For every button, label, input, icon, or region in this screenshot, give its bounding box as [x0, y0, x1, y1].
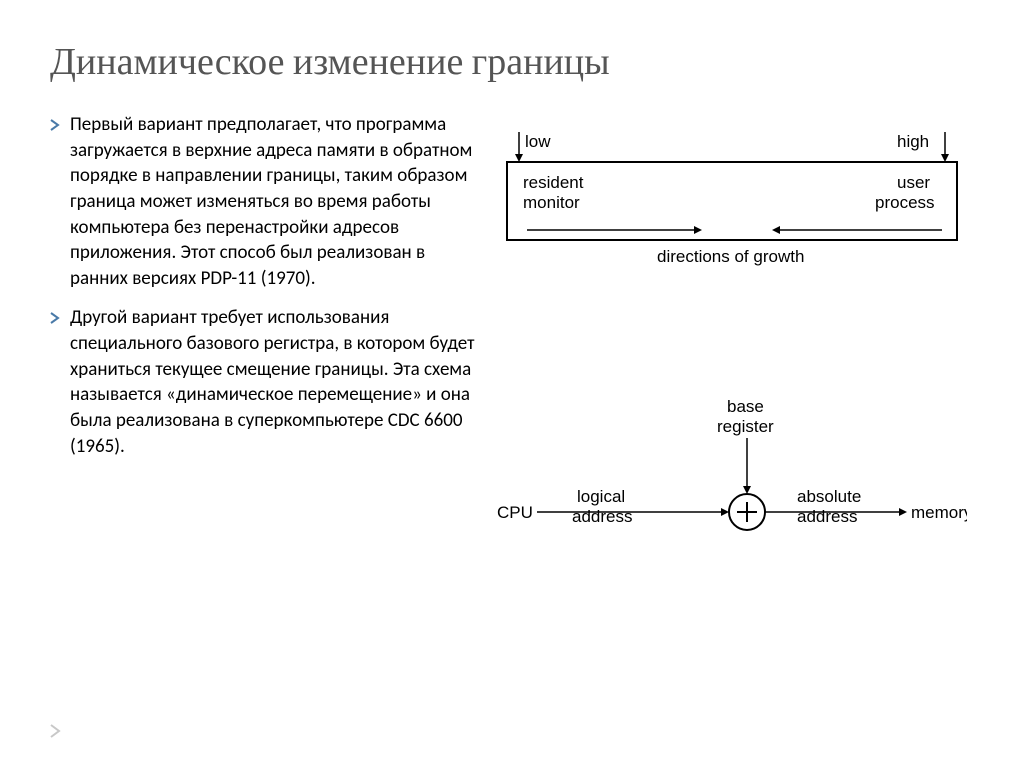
monitor-label: monitor [523, 193, 580, 212]
bullet-item: Другой вариант требует использования спе… [50, 305, 477, 459]
process-label: process [875, 193, 935, 212]
bullet-text: Первый вариант предполагает, что програм… [70, 112, 477, 291]
logical-label: logical [577, 487, 625, 506]
content-row: Первый вариант предполагает, что програм… [50, 112, 974, 572]
memory-growth-diagram: low high resident monitor user process [497, 122, 967, 282]
absolute-address-label: address [797, 507, 857, 526]
slide-title: Динамическое изменение границы [50, 40, 974, 84]
address-diagram-svg: base register CPU logical address [497, 392, 967, 572]
footer-bullet-icon [50, 724, 62, 738]
left-column: Первый вариант предполагает, что програм… [50, 112, 477, 572]
bullet-text: Другой вариант требует использования спе… [70, 305, 477, 459]
bullet-marker-icon [50, 119, 60, 131]
absolute-label: absolute [797, 487, 861, 506]
low-label: low [525, 132, 551, 151]
base-label: base [727, 397, 764, 416]
slide: Динамическое изменение границы Первый ва… [0, 0, 1024, 768]
directions-label: directions of growth [657, 247, 804, 266]
logical-address-label: address [572, 507, 632, 526]
user-label: user [897, 173, 930, 192]
memory-label: memory [911, 503, 967, 522]
high-label: high [897, 132, 929, 151]
memory-diagram-svg: low high resident monitor user process [497, 122, 967, 282]
bullet-item: Первый вариант предполагает, что програм… [50, 112, 477, 291]
bullet-marker-icon [50, 312, 60, 324]
resident-label: resident [523, 173, 584, 192]
right-column: low high resident monitor user process [497, 112, 974, 572]
register-label: register [717, 417, 774, 436]
cpu-label: CPU [497, 503, 533, 522]
address-translation-diagram: base register CPU logical address [497, 392, 967, 572]
